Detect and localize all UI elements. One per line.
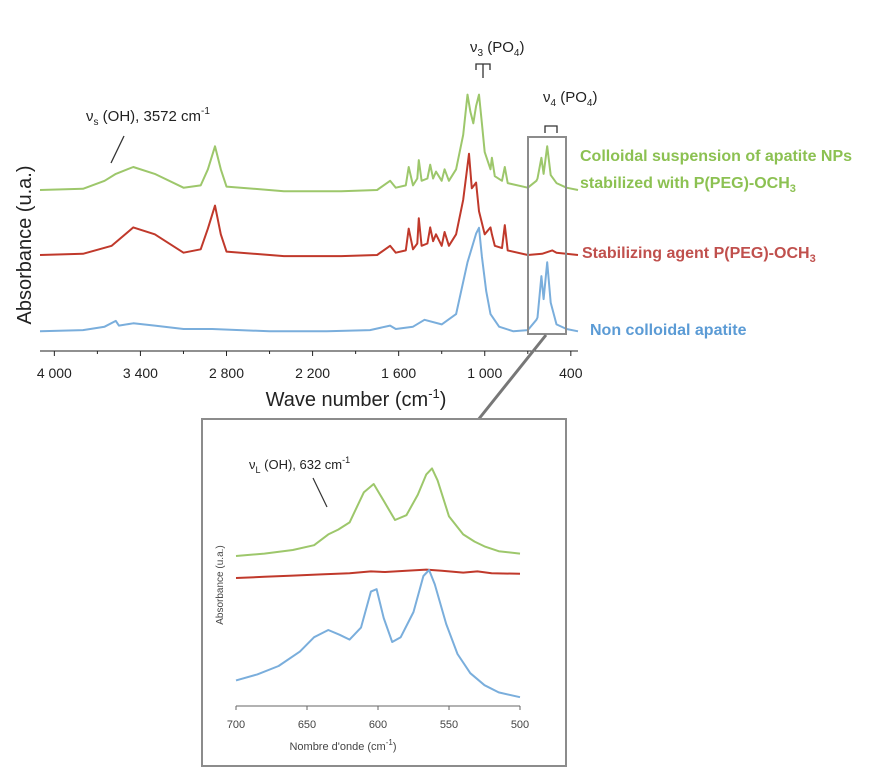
x-tick-label: 4 000 [37, 365, 72, 381]
x-tick-label: 3 400 [123, 365, 158, 381]
legend-green-line2: stabilized with P(PEG)-OCH3 [580, 175, 796, 195]
legend-green-sub: 3 [790, 183, 796, 195]
inset-x-label-end: ) [393, 741, 397, 753]
ann-sub2: 4 [514, 48, 520, 59]
ann-sup: -1 [201, 106, 210, 117]
annotation-v3-bracket [475, 63, 491, 78]
legend-red-sub: 3 [810, 253, 816, 265]
ann-end: ) [519, 39, 524, 56]
ann-sub: L [256, 465, 261, 475]
ann-rest: (OH), 632 cm [261, 457, 343, 472]
ann-rest: (OH), 3572 cm [99, 108, 202, 125]
annotation-vs-oh-pointer [110, 135, 125, 164]
inset-series-line-green [235, 467, 521, 557]
ann-main: ν [543, 89, 551, 106]
x-axis-label-text: Wave number (cm [266, 389, 429, 411]
ann-sub2: 4 [587, 98, 593, 109]
series-line-blue [39, 226, 579, 333]
inset-x-axis-label: Nombre d'onde (cm-1) [289, 738, 396, 753]
inset-x-tick-label: 550 [440, 719, 458, 731]
inset-x-label-text: Nombre d'onde (cm [289, 741, 385, 753]
ann-main: ν [470, 39, 478, 56]
inset-y-axis-label: Absorbance (u.a.) [215, 545, 226, 625]
ann-main: ν [86, 108, 94, 125]
x-tick-label: 2 800 [209, 365, 244, 381]
x-axis-label: Wave number (cm-1) [266, 386, 447, 411]
inset-x-label-sup: -1 [386, 738, 394, 747]
x-tick-label: 400 [559, 365, 583, 381]
inset-annotation-pointer [312, 477, 328, 508]
zoom-connector-line [476, 334, 548, 421]
annotation-v3-po4: ν3 (PO4) [470, 39, 524, 59]
legend-green-line1: Colloidal suspension of apatite NPs [580, 148, 852, 165]
annotation-vs-oh: νs (OH), 3572 cm-1 [86, 106, 210, 128]
ann-rest: (PO [483, 39, 514, 56]
zoom-region-box [527, 136, 567, 335]
x-tick-label: 2 200 [295, 365, 330, 381]
x-axis-label-end: ) [440, 389, 447, 411]
legend-red: Stabilizing agent P(PEG)-OCH3 [582, 245, 816, 265]
ann-sub: 4 [551, 98, 557, 109]
annotation-v4-bracket [544, 125, 558, 133]
x-tick-label: 1 000 [467, 365, 502, 381]
inset-series-line-red [235, 568, 521, 579]
x-axis-label-sup: -1 [428, 386, 440, 401]
series-line-red [39, 152, 579, 258]
legend-blue: Non colloidal apatite [590, 322, 747, 339]
ann-sub: 3 [478, 48, 484, 59]
inset-x-tick-label: 650 [298, 719, 316, 731]
y-axis-label: Absorbance (u.a.) [14, 166, 36, 325]
ann-sup: -1 [342, 455, 350, 465]
inset-series-line-blue [235, 569, 521, 699]
ann-rest: (PO [556, 89, 587, 106]
ann-end: ) [592, 89, 597, 106]
ann-sub: s [94, 117, 99, 128]
main-chart: 4 000 3 400 2 800 2 200 1 600 1 000 400 Wave nu… [14, 39, 852, 421]
inset-frame [201, 418, 567, 767]
annotation-v4-po4: ν4 (PO4) [543, 89, 597, 109]
inset-x-tick-label: 700 [227, 719, 245, 731]
x-tick-label: 1 600 [381, 365, 416, 381]
legend-green-text: stabilized with P(PEG)-OCH [580, 175, 790, 192]
inset-annotation-vl-oh: νL (OH), 632 cm-1 [249, 455, 350, 475]
inset-x-tick-label: 600 [369, 719, 387, 731]
legend-red-text: Stabilizing agent P(PEG)-OCH [582, 245, 810, 262]
inset-x-tick-label: 500 [511, 719, 529, 731]
ann-main: ν [249, 457, 256, 472]
